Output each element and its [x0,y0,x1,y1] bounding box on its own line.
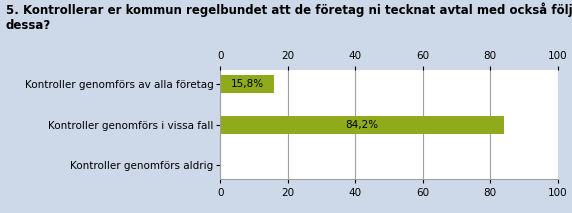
Text: 84,2%: 84,2% [345,120,379,130]
Text: 15,8%: 15,8% [231,79,264,89]
Text: 5. Kontrollerar er kommun regelbundet att de företag ni tecknat avtal med också : 5. Kontrollerar er kommun regelbundet at… [6,2,572,32]
Bar [220,115,505,134]
Bar [220,75,273,93]
